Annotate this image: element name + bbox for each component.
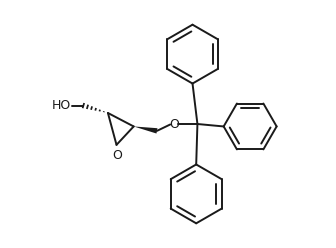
Text: O: O [169,118,179,130]
Text: HO: HO [51,99,71,112]
Polygon shape [134,126,158,133]
Text: O: O [112,149,122,162]
